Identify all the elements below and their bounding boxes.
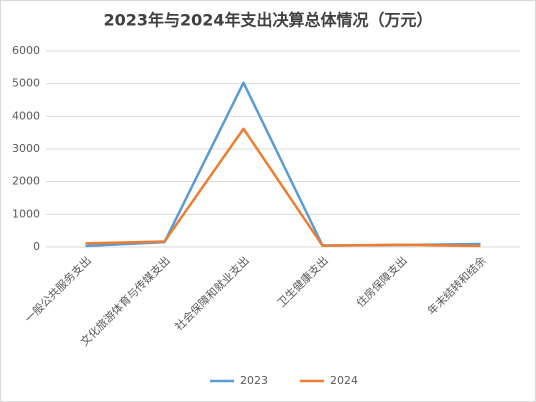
- y-tick-label: 6000: [12, 44, 40, 57]
- series-line: [85, 127, 481, 248]
- y-tick-label: 4000: [12, 109, 40, 122]
- legend-label: 2023: [240, 374, 268, 387]
- y-tick-label: 2000: [12, 175, 40, 188]
- y-tick-label: 0: [33, 240, 40, 253]
- y-tick-label: 3000: [12, 142, 40, 155]
- chart-title: 2023年与2024年支出决算总体情况（万元）: [103, 11, 432, 30]
- y-tick-label: 5000: [12, 77, 40, 90]
- y-tick-label: 1000: [12, 207, 40, 220]
- legend-label: 2024: [330, 374, 358, 387]
